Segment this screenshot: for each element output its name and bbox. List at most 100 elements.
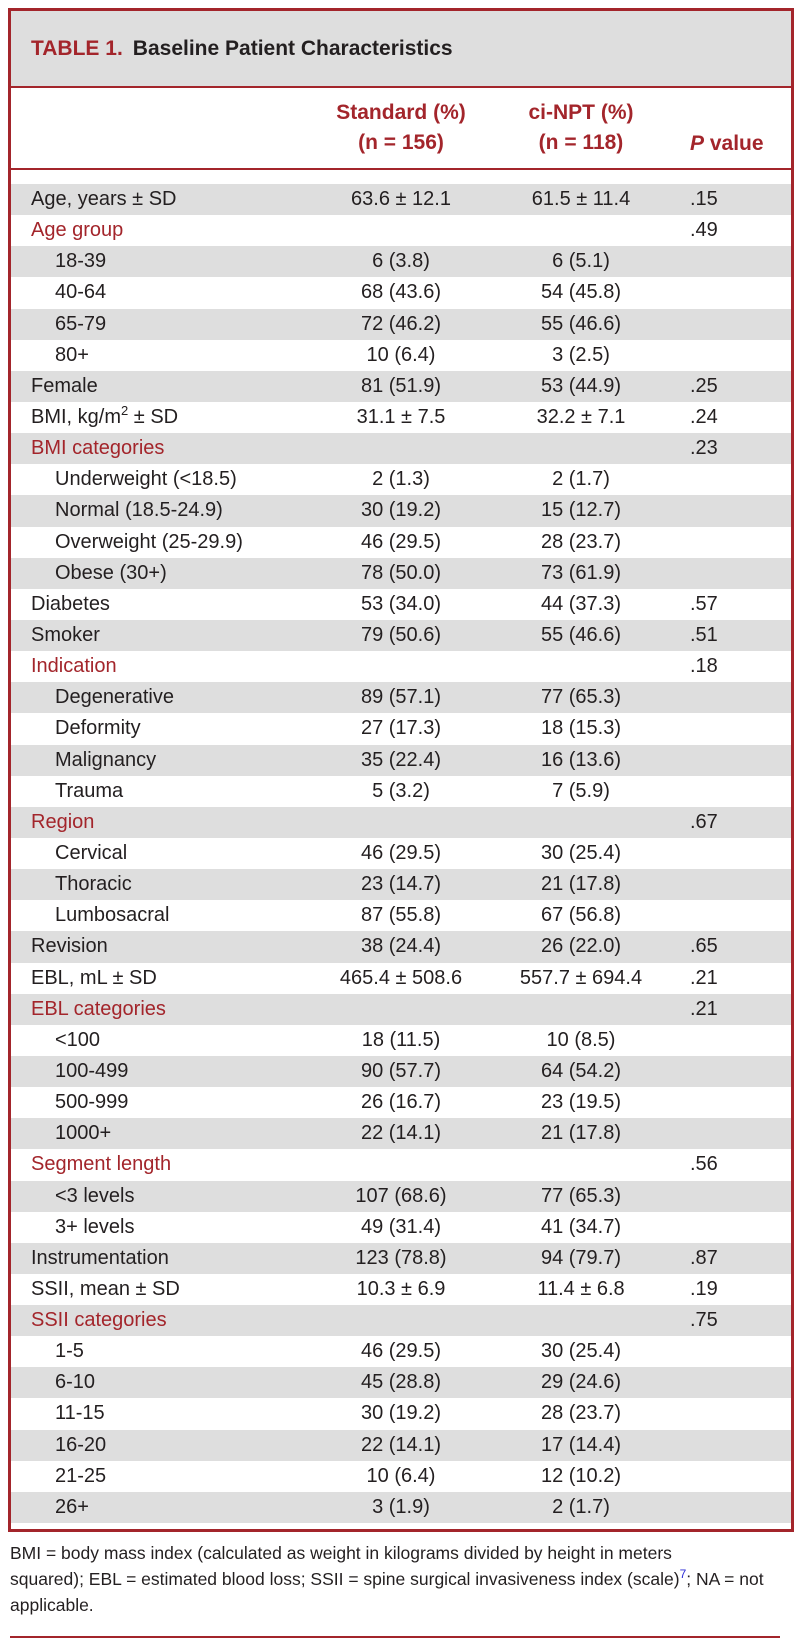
p-value: .65 bbox=[690, 935, 718, 958]
ci-npt-value: 61.5 ± 11.4 bbox=[531, 188, 631, 210]
row-label-text: Age group bbox=[31, 219, 124, 242]
table-row: 18-39 6 (3.8) 6 (5.1) bbox=[11, 246, 791, 278]
row-label: Smoker bbox=[31, 620, 100, 651]
table-row: Female 81 (51.9) 53 (44.9) .25 bbox=[11, 370, 791, 402]
table-row: Malignancy 35 (22.4) 16 (13.6) bbox=[11, 744, 791, 776]
standard-value: 46 (29.5) bbox=[360, 1340, 442, 1363]
table-row: Instrumentation 123 (78.8) 94 (79.7) .87 bbox=[11, 1242, 791, 1274]
table-row: Lumbosacral 87 (55.8) 67 (56.8) bbox=[11, 900, 791, 931]
standard-value: 35 (22.4) bbox=[360, 748, 442, 771]
row-label-text: 500-999 bbox=[55, 1091, 129, 1114]
p-value: .24 bbox=[690, 405, 718, 428]
table-row: Age, years ± SD 63.6 ± 12.1 61.5 ± 11.4 .15 bbox=[11, 184, 791, 216]
header-p-italic: P bbox=[690, 132, 705, 155]
row-label: Thoracic bbox=[55, 869, 132, 900]
ci-npt-value: 32.2 ± 7.1 bbox=[536, 405, 626, 428]
row-label-text: 6-10 bbox=[55, 1371, 96, 1394]
row-label-suffix: ± SD bbox=[128, 405, 179, 428]
row-label-text: <3 levels bbox=[55, 1184, 135, 1207]
table-row: 1-5 46 (29.5) 30 (25.4) bbox=[11, 1336, 791, 1367]
standard-value: 53 (34.0) bbox=[360, 592, 442, 615]
ci-npt-value: 6 (5.1) bbox=[552, 250, 610, 273]
row-label: 65-79 bbox=[55, 309, 106, 340]
row-label-text: Thoracic bbox=[55, 873, 132, 896]
footnote-reference[interactable]: 7 bbox=[679, 1567, 687, 1581]
ci-npt-value: 55 (46.6) bbox=[540, 312, 622, 335]
category-row: Segment length .56 bbox=[11, 1149, 791, 1180]
row-label-superscript: 2 bbox=[121, 402, 129, 418]
table-row: 100-499 90 (57.7) 64 (54.2) bbox=[11, 1055, 791, 1088]
row-label: <3 levels bbox=[55, 1181, 135, 1212]
standard-value: 49 (31.4) bbox=[360, 1215, 442, 1238]
standard-value: 46 (29.5) bbox=[360, 841, 442, 864]
row-label-text: Smoker bbox=[31, 623, 100, 646]
row-label-text: Malignancy bbox=[55, 748, 157, 771]
ci-npt-value: 55 (46.6) bbox=[540, 623, 622, 646]
table-row: 65-79 72 (46.2) 55 (46.6) bbox=[11, 308, 791, 340]
row-label: Region bbox=[31, 807, 94, 838]
table-footnote: BMI = body mass index (calculated as wei… bbox=[10, 1540, 796, 1618]
table-row: Normal (18.5-24.9) 30 (19.2) 15 (12.7) bbox=[11, 495, 791, 527]
ci-npt-value: 28 (23.7) bbox=[540, 1402, 622, 1425]
table-body: Age, years ± SD 63.6 ± 12.1 61.5 ± 11.4 .15… bbox=[11, 170, 791, 1524]
category-row: Age group .49 bbox=[11, 215, 791, 246]
ci-npt-value: 64 (54.2) bbox=[540, 1059, 622, 1082]
row-label-text: 65-79 bbox=[55, 312, 107, 335]
table-row: <3 levels 107 (68.6) 77 (65.3) bbox=[11, 1180, 791, 1212]
row-label-text: Normal (18.5-24.9) bbox=[55, 499, 223, 522]
standard-value: 18 (11.5) bbox=[361, 1028, 441, 1051]
ci-npt-value: 23 (19.5) bbox=[540, 1091, 622, 1114]
standard-value: 3 (1.9) bbox=[372, 1495, 430, 1518]
p-value: .87 bbox=[690, 1246, 718, 1269]
standard-value: 79 (50.6) bbox=[360, 623, 442, 646]
table-row: Trauma 5 (3.2) 7 (5.9) bbox=[11, 776, 791, 807]
standard-value: 38 (24.4) bbox=[360, 935, 442, 958]
row-label-text: EBL categories bbox=[31, 997, 166, 1020]
row-label-text: Segment length bbox=[31, 1153, 172, 1176]
table-row: Diabetes 53 (34.0) 44 (37.3) .57 bbox=[11, 589, 791, 620]
row-label: 1000+ bbox=[55, 1118, 111, 1149]
standard-value: 6 (3.8) bbox=[372, 250, 430, 273]
table-row: 26+ 3 (1.9) 2 (1.7) bbox=[11, 1491, 791, 1524]
table-row: 3+ levels 49 (31.4) 41 (34.7) bbox=[11, 1212, 791, 1243]
row-label-text: EBL, mL ± SD bbox=[31, 966, 157, 989]
p-value: .21 bbox=[690, 966, 718, 989]
ci-npt-value: 77 (65.3) bbox=[540, 1184, 622, 1207]
row-label-text: Obese (30+) bbox=[55, 561, 167, 584]
standard-value: 107 (68.6) bbox=[355, 1184, 447, 1207]
table-row: Obese (30+) 78 (50.0) 73 (61.9) bbox=[11, 557, 791, 589]
table-row: Thoracic 23 (14.7) 21 (17.8) bbox=[11, 869, 791, 901]
header-p-rest: value bbox=[704, 132, 764, 155]
table-row: Revision 38 (24.4) 26 (22.0) .65 bbox=[11, 931, 791, 963]
standard-value: 89 (57.1) bbox=[360, 686, 442, 709]
standard-value: 30 (19.2) bbox=[360, 499, 442, 522]
row-label-text: Female bbox=[31, 374, 98, 397]
footnote-line-1: BMI = body mass index (calculated as wei… bbox=[10, 1543, 672, 1563]
row-label: 6-10 bbox=[55, 1367, 95, 1398]
ci-npt-value: 77 (65.3) bbox=[540, 686, 622, 709]
footnote-line-2: squared); EBL = estimated blood loss; SS… bbox=[10, 1569, 680, 1589]
standard-value: 26 (16.7) bbox=[360, 1091, 442, 1114]
p-value: .18 bbox=[690, 655, 718, 678]
table-row: Deformity 27 (17.3) 18 (15.3) bbox=[11, 713, 791, 744]
ci-npt-value: 15 (12.7) bbox=[540, 499, 622, 522]
row-label: 40-64 bbox=[55, 277, 106, 308]
category-row: Indication .18 bbox=[11, 651, 791, 682]
row-label-text: BMI categories bbox=[31, 437, 165, 460]
row-label: Normal (18.5-24.9) bbox=[55, 495, 223, 526]
p-value: .23 bbox=[690, 437, 718, 460]
ci-npt-value: 18 (15.3) bbox=[540, 717, 622, 740]
ci-npt-value: 16 (13.6) bbox=[540, 748, 622, 771]
table-row: 21-25 10 (6.4) 12 (10.2) bbox=[11, 1461, 791, 1492]
ci-npt-value: 7 (5.9) bbox=[552, 779, 610, 802]
p-value: .56 bbox=[690, 1153, 718, 1176]
ci-npt-value: 54 (45.8) bbox=[540, 281, 622, 304]
row-label: 80+ bbox=[55, 340, 89, 371]
row-label-text: Degenerative bbox=[55, 686, 174, 709]
standard-value: 465.4 ± 508.6 bbox=[339, 966, 463, 989]
table-row: 80+ 10 (6.4) 3 (2.5) bbox=[11, 340, 791, 371]
category-row: EBL categories .21 bbox=[11, 993, 791, 1025]
standard-value: 63.6 ± 12.1 bbox=[351, 188, 451, 210]
standard-value: 87 (55.8) bbox=[360, 904, 442, 927]
table-row: 40-64 68 (43.6) 54 (45.8) bbox=[11, 277, 791, 308]
